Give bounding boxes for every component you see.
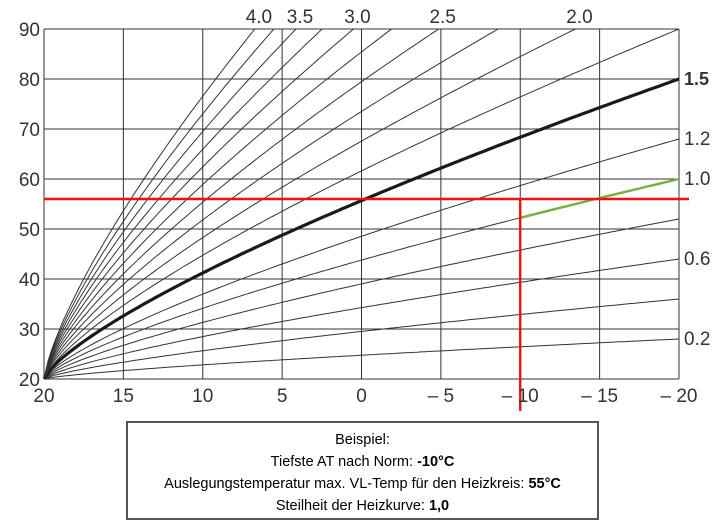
curve-10 [43,28,439,380]
curve-2 [43,258,680,380]
curve-11 [43,28,392,380]
curve-13 [43,28,323,380]
example-line2-text: Auslegungstemperatur max. VL-Temp für de… [164,476,529,492]
y-tick-label-0: 20 [19,370,40,391]
curve-label-6: 1.5 [684,69,709,89]
curve-8 [43,28,576,380]
curve-label-0: 0.2 [684,329,710,350]
heating-curves [42,28,680,380]
curve-label-8: 2.0 [566,7,592,28]
example-markers [44,197,689,411]
curve-label-14: 3.5 [287,7,313,28]
x-tick-label-7: – 15 [581,386,618,407]
curve-7 [43,28,680,380]
example-line-flow-temp: Auslegungstemperatur max. VL-Temp für de… [128,473,597,495]
curve-labels: 0.2 0.6 1.0 1.2 1.5 2.0 2.5 3.0 3.5 4.0 [246,7,711,350]
curve-label-5: 1.2 [684,129,710,150]
example-heading: Beispiel: [335,432,390,448]
example-line-outdoor-temp: Tiefste AT nach Norm: -10°C [128,451,597,473]
curve-6 [42,77,680,380]
x-tick-label-2: 10 [192,386,213,407]
curve-0 [43,338,680,380]
x-tick-label-5: – 5 [428,386,454,407]
example-line-slope: Steilheit der Heizkurve: 1,0 [128,495,597,517]
example-line3-text: Steilheit der Heizkurve: [275,498,429,514]
example-box: Beispiel: Tiefste AT nach Norm: -10°C Au… [126,421,599,520]
curve-label-4: 1.0 [684,169,710,190]
example-line2-value: 55°C [528,476,561,492]
x-tick-label-0: 20 [33,386,54,407]
curve-9 [43,28,499,380]
x-tick-label-6: – 10 [502,386,539,407]
y-tick-label-4: 60 [19,170,40,191]
curve-5 [43,138,680,380]
x-tick-label-4: 0 [356,386,367,407]
curve-label-2: 0.6 [684,249,710,270]
example-line3-value: 1,0 [428,498,450,514]
x-tick-label-1: 15 [113,386,134,407]
heating-curve-chart: 20 15 10 5 0– 5– 10– 15– 202030405060708090 … [19,7,711,411]
y-tick-label-5: 70 [19,120,40,141]
curve-label-16: 4.0 [246,7,272,28]
curve-label-10: 2.5 [429,7,455,28]
y-tick-label-2: 40 [19,270,40,291]
grid [43,28,680,380]
x-tick-label-3: 5 [277,386,288,407]
curve-3 [43,218,680,380]
y-tick-label-3: 50 [19,220,40,241]
curve-16 [43,28,256,380]
curve-12 [43,28,354,380]
y-tick-label-7: 90 [19,20,40,41]
curve-1 [43,298,680,380]
curve-15 [43,28,275,380]
y-tick-label-6: 80 [19,70,40,91]
example-line1-text: Tiefste AT nach Norm: [270,454,418,470]
curve-label-12: 3.0 [344,7,370,28]
example-line1-value: -10°C [417,454,455,470]
curve-14 [43,28,297,380]
y-tick-label-1: 30 [19,320,40,341]
x-tick-label-8: – 20 [661,386,698,407]
